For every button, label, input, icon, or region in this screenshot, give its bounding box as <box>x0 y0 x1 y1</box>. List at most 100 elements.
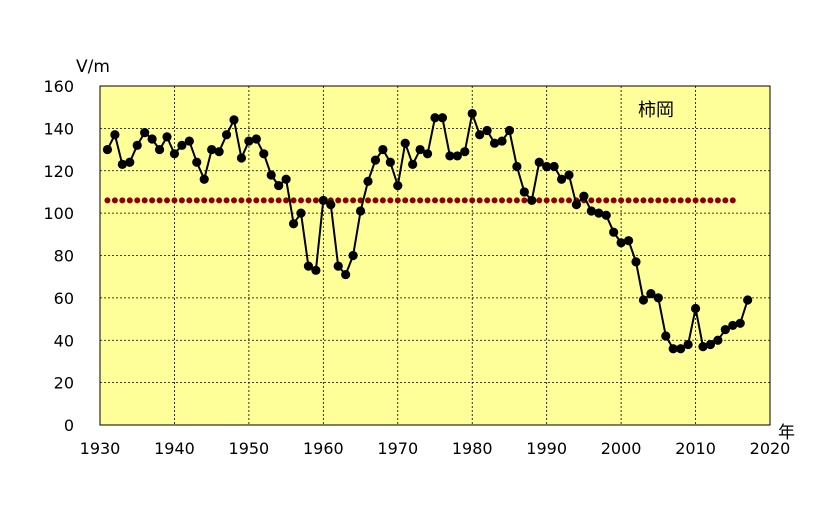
reference-point <box>692 197 699 204</box>
data-point <box>430 113 440 123</box>
y-tick-label: 100 <box>43 204 74 223</box>
data-point <box>341 269 351 280</box>
reference-point <box>513 197 520 204</box>
data-point <box>326 200 336 210</box>
data-point <box>408 159 418 169</box>
data-point <box>147 134 157 144</box>
x-tick-label: 1970 <box>377 439 418 458</box>
reference-point <box>298 197 304 204</box>
reference-point <box>566 197 572 204</box>
data-point <box>102 144 113 155</box>
reference-point <box>186 197 193 204</box>
reference-point <box>208 197 215 204</box>
data-point <box>705 339 716 350</box>
reference-point <box>260 197 267 204</box>
reference-point <box>342 197 349 204</box>
reference-point <box>156 197 163 204</box>
data-point <box>482 125 492 136</box>
data-point <box>229 115 239 125</box>
reference-point <box>670 197 677 204</box>
data-point <box>504 125 515 136</box>
reference-point <box>379 197 386 204</box>
reference-point <box>446 197 453 204</box>
data-point <box>623 236 634 246</box>
x-axis-label: 年 <box>778 423 795 443</box>
reference-point <box>461 197 468 204</box>
reference-point <box>290 197 297 204</box>
data-point <box>333 261 343 271</box>
data-point <box>140 128 150 138</box>
y-tick-label: 0 <box>64 416 74 435</box>
reference-point <box>729 197 736 204</box>
y-tick-labels: 0 20 40 60 80 100 120 140 160 <box>43 77 74 435</box>
reference-point <box>216 197 223 204</box>
data-point <box>110 130 120 140</box>
data-point <box>274 180 284 191</box>
main-series <box>102 108 753 354</box>
data-point <box>594 208 604 218</box>
data-point <box>445 151 455 161</box>
reference-point <box>610 197 617 204</box>
data-point <box>415 144 425 155</box>
data-point <box>668 344 678 354</box>
data-point <box>616 238 626 248</box>
data-point <box>437 113 448 123</box>
y-tick-label: 160 <box>43 77 74 96</box>
reference-point <box>141 197 148 204</box>
data-point <box>475 130 485 140</box>
reference-point <box>700 197 706 204</box>
reference-point <box>588 197 595 204</box>
reference-point <box>625 197 632 204</box>
reference-point <box>119 197 126 204</box>
reference-point <box>171 197 178 204</box>
data-point <box>519 187 529 197</box>
data-point <box>631 257 641 267</box>
data-point <box>236 153 247 163</box>
data-point <box>169 149 180 159</box>
y-tick-label: 20 <box>54 374 74 393</box>
reference-point <box>178 197 185 204</box>
data-point <box>735 318 745 328</box>
data-point <box>378 144 388 155</box>
data-point <box>579 191 589 201</box>
reference-point <box>647 197 654 204</box>
data-point <box>683 339 693 350</box>
plot-area <box>99 85 771 426</box>
reference-point <box>707 197 714 204</box>
reference-point <box>201 197 208 204</box>
reference-point <box>409 197 416 204</box>
reference-point <box>633 197 639 204</box>
data-point <box>251 134 261 144</box>
reference-point <box>104 197 111 204</box>
reference-point <box>469 197 476 204</box>
data-point <box>281 174 291 184</box>
reference-point <box>618 197 625 204</box>
y-tick-label: 120 <box>43 162 74 181</box>
reference-point <box>134 197 141 204</box>
data-point <box>661 331 671 341</box>
reference-point <box>595 197 602 204</box>
data-point <box>125 157 135 167</box>
reference-point <box>305 197 312 204</box>
reference-point <box>543 197 550 204</box>
reference-point <box>245 197 252 204</box>
data-point <box>355 206 366 216</box>
y-tick-label: 60 <box>54 289 74 308</box>
reference-point <box>387 197 394 204</box>
x-tick-label: 1930 <box>80 439 121 458</box>
data-point <box>564 170 574 180</box>
reference-point <box>126 197 133 204</box>
reference-point <box>149 197 156 204</box>
x-tick-label: 1980 <box>452 439 493 458</box>
x-tick-label: 2000 <box>601 439 642 458</box>
reference-point <box>238 197 245 204</box>
data-point <box>527 195 537 206</box>
data-point <box>393 180 403 191</box>
x-tick-label: 1950 <box>229 439 270 458</box>
reference-point <box>111 197 118 204</box>
data-point <box>542 161 552 172</box>
data-point <box>132 140 142 150</box>
data-point <box>497 136 507 146</box>
data-point <box>460 147 470 157</box>
reference-point <box>603 197 610 204</box>
